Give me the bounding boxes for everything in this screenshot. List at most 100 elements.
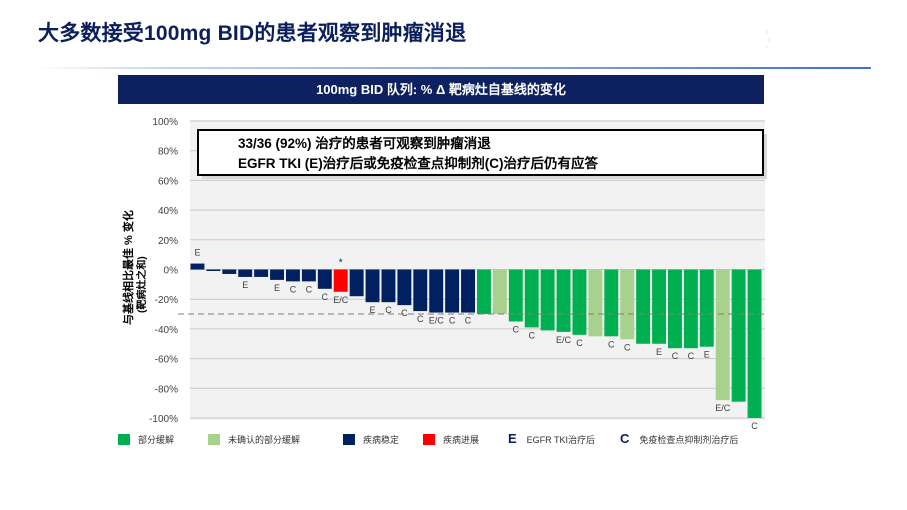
bar-19 xyxy=(477,269,491,315)
legend-item-egfr: E EGFR TKI治疗后 xyxy=(508,430,595,446)
bar-annotation-30: E xyxy=(656,347,662,357)
bar-annotation-18: C xyxy=(465,316,472,326)
legend-swatch-progressive-disease xyxy=(423,434,435,445)
bar-17 xyxy=(445,269,460,313)
bar-25 xyxy=(572,269,587,335)
legend-item-partial-response: 部分缓解 xyxy=(118,433,174,446)
bar-14 xyxy=(397,269,412,306)
bar-annotation-22: C xyxy=(528,330,535,340)
bar-annotation-14: C xyxy=(401,308,408,318)
y-axis-label: 与基线相比最佳 % 变化 xyxy=(121,210,135,325)
bar-34 xyxy=(715,269,730,401)
bar-5 xyxy=(254,269,269,277)
bar-annotation-36: C xyxy=(751,421,758,431)
bar-annotation-33: E xyxy=(704,350,710,360)
y-tick-label: 40% xyxy=(158,206,178,217)
y-axis-title: 与基线相比最佳 % 变化 (靶病灶之和) xyxy=(121,210,148,325)
y-tick-label: 0% xyxy=(164,266,179,277)
bar-2 xyxy=(206,269,221,271)
bar-annotation-4: E xyxy=(242,280,248,290)
bar-36 xyxy=(747,269,762,418)
bar-annotation-17: C xyxy=(449,316,456,326)
title-divider xyxy=(35,67,871,69)
y-tick-label: 80% xyxy=(158,147,178,158)
bar-16 xyxy=(429,269,444,313)
bar-29 xyxy=(636,269,651,344)
bar-13 xyxy=(381,269,396,303)
bar-24 xyxy=(556,269,571,332)
bar-6 xyxy=(270,269,284,280)
bar-annotation-7: C xyxy=(290,284,297,294)
legend-label: EGFR TKI治疗后 xyxy=(526,435,596,445)
chart-legend: 部分缓解 未确认的部分缓解 疾病稳定 疾病进展 E EGFR TKI治疗后 C … xyxy=(118,430,778,451)
bar-26 xyxy=(588,269,603,337)
waterfall-chart-svg: 100%80%60%40%20%0%-20%-40%-60%-80%-100% … xyxy=(121,117,767,431)
bar-27 xyxy=(604,269,619,337)
bar-23 xyxy=(540,269,555,331)
bar-annotation-32: C xyxy=(688,351,695,361)
legend-label: 未确认的部分缓解 xyxy=(228,435,301,445)
bar-20 xyxy=(492,269,507,315)
waterfall-chart: 100% 80% 60% 40% 20% 0% -20% -40% -60% -80% -100% … xyxy=(110,110,770,435)
bar-annotation-6: E xyxy=(274,283,280,293)
bar-annotation-27: C xyxy=(608,339,615,349)
y-tick-label: -60% xyxy=(155,355,178,366)
callout-line-1: 33/36 (92%) 治疗的患者可观察到肿瘤消退 xyxy=(238,135,491,151)
y-tick-label: 20% xyxy=(158,236,178,247)
legend-letter-e: E xyxy=(508,430,517,446)
legend-item-checkpoint: C 免疫检查点抑制剂治疗后 xyxy=(620,430,738,446)
legend-item-progressive-disease: 疾病进展 xyxy=(423,433,479,446)
y-tick-label: -80% xyxy=(155,384,178,395)
legend-label: 部分缓解 xyxy=(138,435,175,445)
bar-marker-10: * xyxy=(339,258,343,269)
bar-28 xyxy=(620,269,635,340)
bar-annotation-13: C xyxy=(385,305,392,315)
bar-8 xyxy=(301,269,316,282)
bar-15 xyxy=(413,269,428,312)
bar-annotation-1: E xyxy=(194,248,200,258)
y-tick-label: -20% xyxy=(155,295,178,306)
bar-annotation-24: E/C xyxy=(556,335,572,345)
chart-banner: 100mg BID 队列: % Δ 靶病灶自基线的变化 xyxy=(118,75,764,104)
y-tick-label: -40% xyxy=(155,325,178,336)
legend-label: 疾病稳定 xyxy=(363,435,400,445)
bar-annotation-21: C xyxy=(513,324,520,334)
bar-18 xyxy=(461,269,475,313)
bar-annotation-28: C xyxy=(624,342,631,352)
bar-9 xyxy=(317,269,332,289)
bar-3 xyxy=(222,269,237,274)
bar-33 xyxy=(699,269,714,347)
bar-annotation-8: C xyxy=(306,284,313,294)
bar-31 xyxy=(668,269,682,349)
y-tick-label: 100% xyxy=(152,117,178,128)
legend-letter-c: C xyxy=(620,430,630,446)
decorative-dots-icon xyxy=(766,31,770,48)
legend-label: 疾病进展 xyxy=(443,435,480,445)
bar-10 xyxy=(333,269,348,292)
legend-swatch-stable-disease xyxy=(343,434,355,445)
legend-swatch-unconfirmed xyxy=(208,434,220,445)
callout-box: 33/36 (92%) 治疗的患者可观察到肿瘤消退 EGFR TKI (E)治疗… xyxy=(197,129,767,179)
bar-1 xyxy=(190,263,205,270)
legend-item-stable-disease: 疾病稳定 xyxy=(343,433,399,446)
legend-item-unconfirmed-partial-response: 未确认的部分缓解 xyxy=(208,433,300,446)
bar-30 xyxy=(652,269,666,344)
legend-label: 免疫检查点抑制剂治疗后 xyxy=(639,435,739,445)
bar-annotation-10: E/C xyxy=(333,295,349,305)
bar-annotation-9: C xyxy=(322,292,329,302)
bar-annotation-15: C xyxy=(417,314,424,324)
legend-swatch-partial-response xyxy=(118,434,130,445)
y-tick-label: -100% xyxy=(149,414,178,425)
bar-annotation-31: C xyxy=(672,351,679,361)
bar-32 xyxy=(683,269,698,349)
bar-annotation-34: E/C xyxy=(715,403,731,413)
bar-4 xyxy=(238,269,253,277)
bar-11 xyxy=(349,269,364,297)
bar-22 xyxy=(524,269,539,328)
bar-7 xyxy=(286,269,300,282)
bar-annotation-16: E/C xyxy=(429,316,445,326)
bar-35 xyxy=(731,269,746,402)
callout-line-2: EGFR TKI (E)治疗后或免疫检查点抑制剂(C)治疗后仍有应答 xyxy=(238,155,598,171)
bar-annotation-25: C xyxy=(576,338,583,348)
slide-title: 大多数接受100mg BID的患者观察到肿瘤消退 xyxy=(38,22,467,45)
